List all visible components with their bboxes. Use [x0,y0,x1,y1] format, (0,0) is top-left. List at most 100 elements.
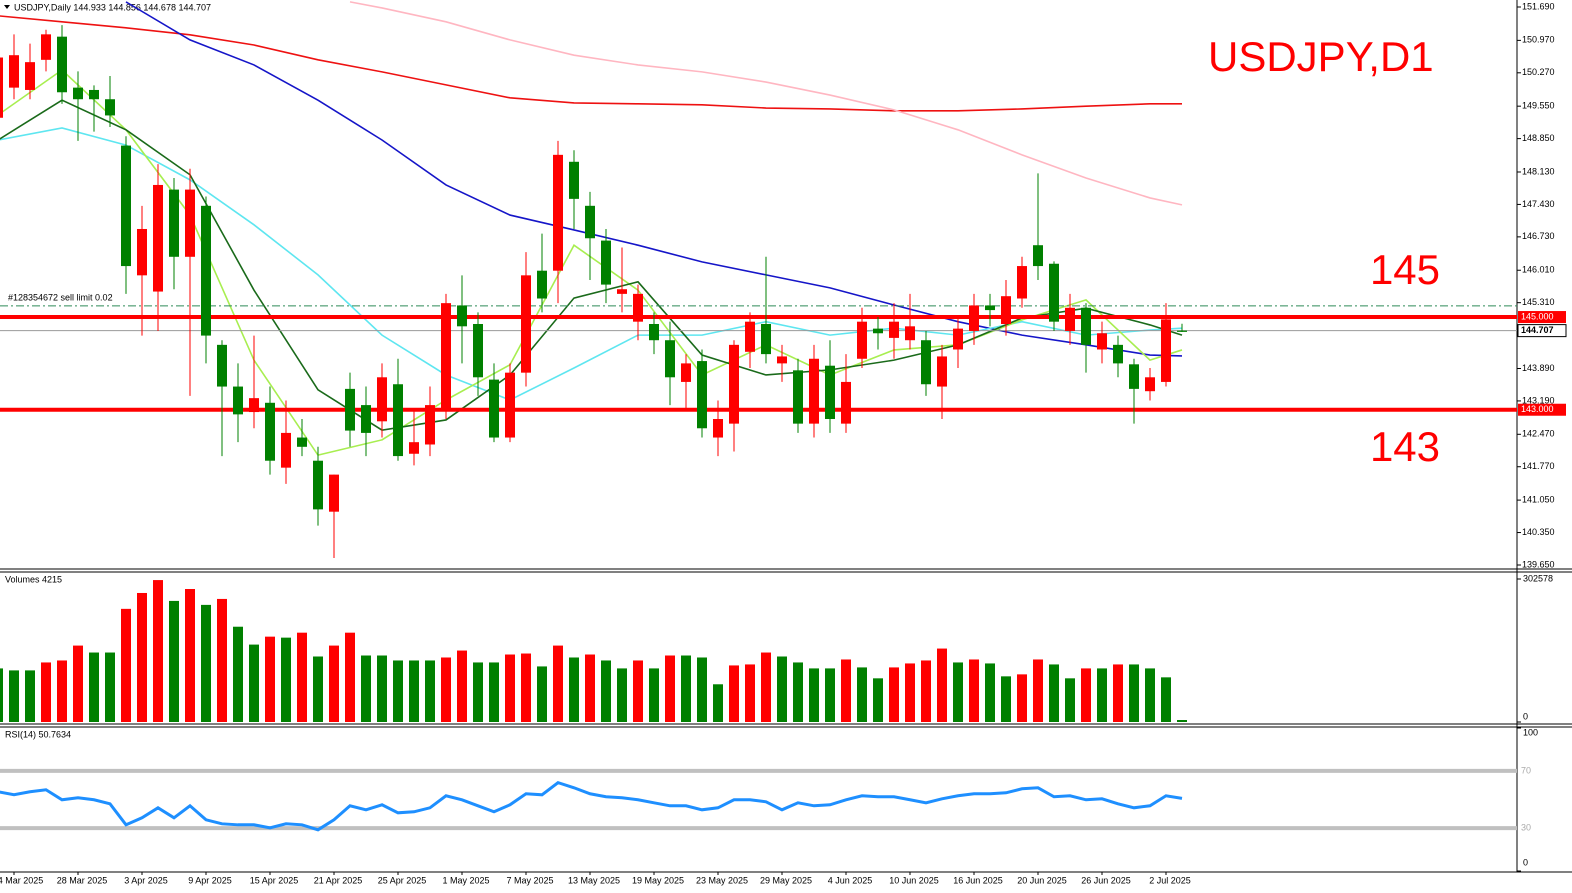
volume-bar [1129,664,1139,722]
candle-body [857,321,867,359]
rsi-tick-label: 100 [1523,727,1538,737]
volume-bar [1177,720,1187,722]
level-annotation: 143 [1370,423,1440,470]
volume-bar [505,654,515,722]
candle-body [25,62,35,90]
rsi-level-label: 30 [1521,822,1531,832]
volume-bar [89,652,99,722]
y-tick-label: 148.850 [1522,133,1555,143]
volume-bar [329,645,339,722]
volume-bar [809,668,819,722]
volume-bar [873,678,883,722]
candle-body [1097,333,1107,350]
candle-body [57,36,67,93]
volume-bar [1033,659,1043,722]
y-tick-label: 146.010 [1522,265,1555,275]
volume-bar [681,655,691,722]
volume-bar [377,655,387,722]
menu-triangle [4,5,10,9]
candle-body [777,356,787,364]
moving-average [125,1,1183,357]
chart-header: USDJPY,Daily 144.933 144.856 144.678 144… [14,2,211,12]
volume-bar [233,626,243,722]
volume-bar [697,657,707,722]
candle-body [553,154,563,271]
candle-body [201,205,211,336]
level-annotation: 145 [1370,246,1440,293]
x-tick-label: 29 May 2025 [760,875,812,885]
x-tick-label: 7 May 2025 [506,875,553,885]
y-tick-label: 142.470 [1522,429,1555,439]
volume-bar [105,652,115,722]
volume-bar [857,667,867,722]
x-tick-label: 23 May 2025 [696,875,748,885]
volume-bar [9,670,19,722]
x-tick-label: 9 Apr 2025 [188,875,232,885]
volume-bar [585,654,595,722]
volume-bar [777,656,787,722]
volume-bar [1065,678,1075,722]
volume-bar [441,657,451,722]
volume-bar [825,668,835,722]
candle-body [1001,296,1011,324]
volume-bar [473,662,483,722]
volume-bar [1113,664,1123,722]
candle-body [249,398,259,413]
candle-body [745,321,755,352]
volume-bar [121,608,131,722]
volume-bar [489,662,499,722]
volume-bar [313,656,323,722]
volume-bar [1097,668,1107,722]
candle-body [1081,307,1091,345]
volume-bar [297,632,307,722]
volume-bar [57,660,67,722]
volume-bar [617,668,627,722]
chart-title: USDJPY,D1 [1208,33,1434,80]
volume-bar [1017,674,1027,722]
x-tick-label: 2 Jul 2025 [1149,875,1191,885]
volume-bar [793,662,803,722]
candle-body [265,402,275,461]
x-tick-label: 19 May 2025 [632,875,684,885]
level-price-box [1518,403,1566,416]
y-tick-label: 148.130 [1522,166,1555,176]
volume-bar [361,655,371,722]
volume-title: Volumes 4215 [5,574,62,584]
x-tick-label: 20 Jun 2025 [1017,875,1067,885]
x-tick-label: 1 May 2025 [442,875,489,885]
candle-body [1113,344,1123,364]
candle-body [1161,319,1171,382]
candle-body [393,384,403,457]
volume-bar [249,644,259,722]
candle-body [985,305,995,311]
last-price-box [1517,324,1567,338]
x-tick-label: 15 Apr 2025 [250,875,299,885]
volume-bar [745,664,755,722]
volume-bar [569,657,579,722]
volume-bar [713,684,723,722]
candle-body [425,405,435,445]
x-tick-label: 25 Apr 2025 [378,875,427,885]
x-tick-label: 10 Jun 2025 [889,875,939,885]
candle-body [873,328,883,334]
candle-body [793,370,803,424]
y-tick-label: 141.050 [1522,494,1555,504]
candle-body [377,377,387,422]
volume-tick-label: 0 [1523,711,1528,721]
level-price-label: 145.000 [1521,311,1554,321]
candle-body [633,293,643,322]
volume-bar [409,660,419,722]
candle-body [617,289,627,294]
volume-bar [921,660,931,722]
candle-body [921,340,931,385]
candle-body [665,340,675,378]
volume-bar [1081,668,1091,722]
candle-body [681,363,691,382]
volume-bar [41,662,51,722]
candle-body [729,344,739,424]
candle-body [825,365,835,420]
volume-bar [265,636,275,722]
volume-bar [393,660,403,722]
candle-body [713,419,723,438]
